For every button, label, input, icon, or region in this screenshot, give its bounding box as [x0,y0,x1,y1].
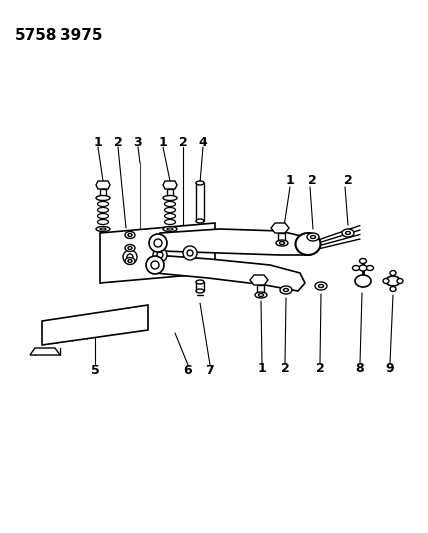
Ellipse shape [125,257,135,264]
Text: 1: 1 [285,174,294,188]
Text: 2: 2 [344,174,352,188]
Circle shape [149,234,167,252]
Ellipse shape [128,233,132,237]
Ellipse shape [310,236,315,238]
Ellipse shape [196,280,204,284]
Ellipse shape [279,241,285,245]
Circle shape [157,252,163,258]
Ellipse shape [359,265,367,271]
Ellipse shape [196,219,204,223]
Ellipse shape [383,279,389,284]
Circle shape [123,250,137,264]
Ellipse shape [397,279,403,284]
Ellipse shape [128,246,132,249]
Circle shape [151,261,159,269]
Ellipse shape [125,245,135,252]
Ellipse shape [318,285,324,287]
Bar [278,233,285,241]
Ellipse shape [163,227,177,231]
Bar [257,285,264,293]
Text: 1: 1 [258,362,266,376]
Circle shape [146,256,164,274]
Polygon shape [148,255,305,291]
Text: 2: 2 [315,362,324,376]
Polygon shape [42,305,148,345]
Text: 2: 2 [308,174,316,188]
Polygon shape [271,223,289,233]
Polygon shape [250,275,268,285]
Ellipse shape [342,229,354,237]
Ellipse shape [196,289,204,293]
Ellipse shape [315,282,327,290]
Bar [196,183,204,221]
Ellipse shape [100,228,106,230]
Polygon shape [163,181,177,189]
Text: 3975: 3975 [60,28,102,44]
Ellipse shape [283,288,288,292]
Ellipse shape [276,240,288,246]
Ellipse shape [96,196,110,200]
Ellipse shape [345,231,351,235]
Text: 1: 1 [94,136,102,149]
Ellipse shape [295,233,321,255]
Ellipse shape [128,260,132,262]
Circle shape [127,254,133,260]
Circle shape [187,250,193,256]
Ellipse shape [355,275,371,287]
Bar [167,189,173,197]
Ellipse shape [167,228,173,230]
Text: 8: 8 [356,362,364,376]
Ellipse shape [353,265,360,271]
Text: 6: 6 [184,365,192,377]
Polygon shape [155,229,315,255]
Text: 2: 2 [113,136,122,149]
Text: 3: 3 [134,136,143,149]
Polygon shape [30,348,60,355]
Ellipse shape [390,271,396,276]
Ellipse shape [390,287,396,292]
Text: 9: 9 [386,362,394,376]
Polygon shape [100,223,215,283]
Bar [100,189,106,197]
Ellipse shape [259,294,264,296]
Text: 1: 1 [159,136,167,149]
Text: 5: 5 [91,365,99,377]
Ellipse shape [255,292,267,298]
Ellipse shape [125,231,135,238]
Circle shape [153,248,167,262]
Text: 2: 2 [178,136,187,149]
Ellipse shape [196,181,204,185]
Polygon shape [96,181,110,189]
Ellipse shape [386,276,400,286]
Ellipse shape [366,265,374,271]
Text: 4: 4 [199,136,208,149]
Circle shape [154,239,162,247]
Text: 5758: 5758 [15,28,57,44]
Ellipse shape [163,196,177,200]
Text: 2: 2 [281,362,289,376]
Ellipse shape [280,286,292,294]
Ellipse shape [307,233,319,241]
Ellipse shape [360,259,366,263]
Circle shape [183,246,197,260]
Text: 7: 7 [205,365,214,377]
Ellipse shape [96,227,110,231]
